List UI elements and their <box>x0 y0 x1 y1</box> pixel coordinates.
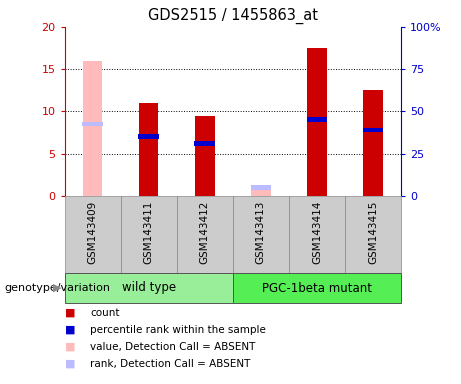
Bar <box>65 196 121 273</box>
Bar <box>345 196 401 273</box>
Text: ■: ■ <box>65 325 75 335</box>
Text: ■: ■ <box>65 342 75 352</box>
Bar <box>307 118 327 122</box>
Bar <box>363 90 383 196</box>
Text: count: count <box>90 308 119 318</box>
Text: value, Detection Call = ABSENT: value, Detection Call = ABSENT <box>90 342 255 352</box>
Bar <box>233 273 401 303</box>
Bar <box>195 141 215 146</box>
Bar <box>195 116 214 196</box>
Text: GSM143413: GSM143413 <box>256 200 266 264</box>
Bar <box>177 196 233 273</box>
Title: GDS2515 / 1455863_at: GDS2515 / 1455863_at <box>148 8 318 24</box>
Text: ■: ■ <box>65 359 75 369</box>
Bar <box>251 187 271 196</box>
Bar <box>121 196 177 273</box>
Text: rank, Detection Call = ABSENT: rank, Detection Call = ABSENT <box>90 359 250 369</box>
Text: wild type: wild type <box>122 281 176 295</box>
Bar <box>83 61 102 196</box>
Text: GSM143409: GSM143409 <box>88 200 98 264</box>
Bar <box>138 134 159 139</box>
Text: GSM143411: GSM143411 <box>144 200 154 264</box>
Bar <box>307 48 327 196</box>
Bar <box>139 103 159 196</box>
Bar <box>65 273 233 303</box>
Text: GSM143412: GSM143412 <box>200 200 210 264</box>
Text: ■: ■ <box>65 308 75 318</box>
Bar <box>250 185 271 190</box>
Text: GSM143414: GSM143414 <box>312 200 322 264</box>
Bar <box>233 196 289 273</box>
Text: GSM143415: GSM143415 <box>368 200 378 264</box>
Bar <box>289 196 345 273</box>
Text: PGC-1beta mutant: PGC-1beta mutant <box>262 281 372 295</box>
Text: ▶: ▶ <box>53 283 62 293</box>
Bar <box>363 127 384 132</box>
Text: genotype/variation: genotype/variation <box>5 283 111 293</box>
Bar <box>82 122 103 126</box>
Text: percentile rank within the sample: percentile rank within the sample <box>90 325 266 335</box>
